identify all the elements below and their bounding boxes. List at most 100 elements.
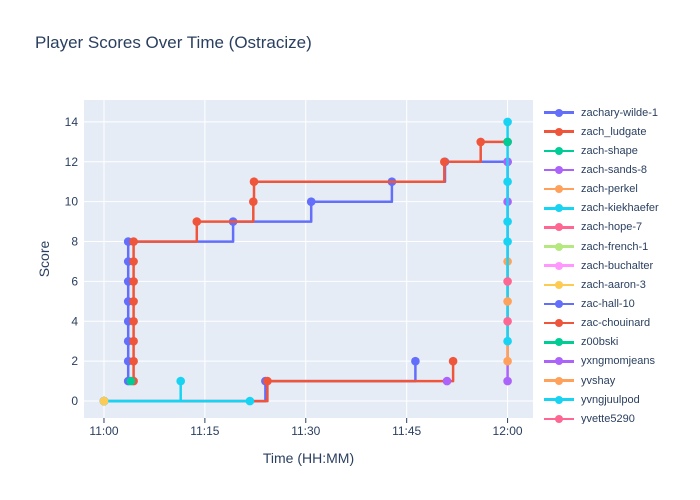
legend-item-zach_ludgate[interactable]: zach_ludgate bbox=[544, 122, 699, 141]
data-point-marker[interactable] bbox=[249, 197, 258, 206]
legend-label: zac-chouinard bbox=[581, 317, 651, 330]
legend-label: yvshay bbox=[581, 374, 616, 387]
data-point-marker[interactable] bbox=[129, 336, 138, 346]
legend-label: zach-perkel bbox=[581, 183, 638, 196]
x-axis-tick-labels: 11:00 11:15 11:30 11:45 12:00 bbox=[89, 424, 523, 438]
y-axis-tick-labels: 0 2 4 6 8 10 12 14 bbox=[65, 115, 79, 408]
legend-dot-icon bbox=[555, 414, 563, 423]
legend-item-zac-chouinard[interactable]: zac-chouinard bbox=[544, 314, 699, 333]
trace-yxngmomjeans[interactable] bbox=[442, 376, 452, 386]
legend-item-yvngjuulpod[interactable]: yvngjuulpod bbox=[544, 390, 699, 409]
legend-item-zach-sands-8[interactable]: zach-sands-8 bbox=[544, 160, 699, 179]
data-point-marker[interactable] bbox=[129, 237, 138, 246]
legend-dot-icon bbox=[555, 299, 563, 308]
x-tick-label: 11:30 bbox=[291, 424, 320, 438]
legend-label: zach-french-1 bbox=[581, 240, 649, 253]
data-point-marker[interactable] bbox=[249, 177, 259, 186]
legend-item-yvshay[interactable]: yvshay bbox=[544, 371, 699, 390]
legend-dot-icon bbox=[555, 376, 563, 385]
trace-yvette5290[interactable] bbox=[503, 317, 512, 326]
legend-line-marker-icon bbox=[544, 146, 574, 155]
legend-label: zach-hope-7 bbox=[581, 221, 643, 234]
legend-label: zac-hall-10 bbox=[581, 297, 635, 310]
legend-label: yvngjuulpod bbox=[581, 393, 640, 406]
legend-line-marker-icon bbox=[544, 185, 574, 194]
data-point-marker[interactable] bbox=[442, 376, 452, 386]
x-tick-marks bbox=[103, 418, 509, 423]
legend-label: z00bski bbox=[581, 336, 619, 349]
data-point-marker[interactable] bbox=[99, 396, 109, 406]
data-point-marker[interactable] bbox=[503, 237, 512, 246]
data-point-marker[interactable] bbox=[245, 396, 255, 406]
trace-zach-shape[interactable] bbox=[126, 376, 136, 386]
legend-line-marker-icon bbox=[544, 204, 574, 213]
data-point-marker[interactable] bbox=[126, 376, 136, 386]
legend-item-zach-perkel[interactable]: zach-perkel bbox=[544, 180, 699, 199]
y-tick-label: 14 bbox=[65, 115, 79, 129]
legend-item-zach-french-1[interactable]: zach-french-1 bbox=[544, 237, 699, 256]
legend-item-z00bski[interactable]: z00bski bbox=[544, 333, 699, 352]
y-tick-label: 2 bbox=[71, 354, 78, 368]
y-tick-label: 12 bbox=[65, 155, 79, 169]
trace-zach-hope-7[interactable] bbox=[503, 277, 512, 286]
data-point-marker[interactable] bbox=[503, 376, 512, 386]
legend-item-yvette5290[interactable]: yvette5290 bbox=[544, 409, 699, 424]
data-point-marker[interactable] bbox=[306, 197, 316, 206]
legend-label: yxngmomjeans bbox=[581, 355, 655, 368]
legend-item-zach-hope-7[interactable]: zach-hope-7 bbox=[544, 218, 699, 237]
trace-zach-aaron-3[interactable] bbox=[99, 396, 109, 406]
legend-item-zach-aaron-3[interactable]: zach-aaron-3 bbox=[544, 275, 699, 294]
legend-line-marker-icon bbox=[544, 319, 574, 328]
data-point-marker[interactable] bbox=[503, 277, 512, 286]
data-point-marker[interactable] bbox=[129, 277, 138, 286]
legend-line-marker-icon bbox=[544, 261, 574, 270]
legend-label: zach-aaron-3 bbox=[581, 278, 646, 291]
chart-title: Player Scores Over Time (Ostracize) bbox=[35, 33, 312, 52]
data-point-marker[interactable] bbox=[176, 376, 185, 386]
data-point-marker[interactable] bbox=[192, 217, 202, 226]
legend-line-marker-icon bbox=[544, 108, 574, 117]
legend-item-yxngmomjeans[interactable]: yxngmomjeans bbox=[544, 352, 699, 371]
data-point-marker[interactable] bbox=[503, 177, 512, 186]
legend-item-zach-kiekhaefer[interactable]: zach-kiekhaefer bbox=[544, 199, 699, 218]
data-point-marker[interactable] bbox=[503, 317, 512, 326]
data-point-marker[interactable] bbox=[503, 297, 512, 306]
legend-item-zachary-wilde-1[interactable]: zachary-wilde-1 bbox=[544, 103, 699, 122]
plot-background bbox=[84, 100, 533, 418]
legend-dot-icon bbox=[555, 338, 563, 347]
data-point-marker[interactable] bbox=[411, 356, 420, 366]
trace-yvshay[interactable] bbox=[503, 297, 512, 306]
y-tick-label: 4 bbox=[71, 314, 78, 328]
legend-dot-icon bbox=[555, 242, 563, 251]
data-point-marker[interactable] bbox=[129, 297, 138, 306]
data-point-marker[interactable] bbox=[129, 317, 138, 326]
x-tick-label: 11:00 bbox=[89, 424, 118, 438]
data-point-marker[interactable] bbox=[503, 217, 512, 226]
data-point-marker[interactable] bbox=[503, 137, 512, 147]
data-point-marker[interactable] bbox=[503, 356, 512, 366]
y-axis-title: Score bbox=[36, 240, 52, 278]
legend-line-marker-icon bbox=[544, 414, 574, 423]
data-point-marker[interactable] bbox=[476, 137, 486, 147]
legend-dot-icon bbox=[555, 204, 563, 213]
data-point-marker[interactable] bbox=[440, 157, 449, 167]
trace-z00bski[interactable] bbox=[503, 137, 512, 147]
legend-line-marker-icon bbox=[544, 127, 574, 136]
y-tick-label: 0 bbox=[71, 394, 78, 408]
legend-item-zach-buchalter[interactable]: zach-buchalter bbox=[544, 256, 699, 275]
data-point-marker[interactable] bbox=[503, 117, 512, 127]
legend-item-zach-shape[interactable]: zach-shape bbox=[544, 141, 699, 160]
legend-label: zach-sands-8 bbox=[581, 163, 648, 176]
x-tick-label: 11:45 bbox=[392, 424, 421, 438]
legend-item-zac-hall-10[interactable]: zac-hall-10 bbox=[544, 294, 699, 313]
data-point-marker[interactable] bbox=[129, 257, 138, 266]
legend-dot-icon bbox=[555, 395, 563, 404]
data-point-marker[interactable] bbox=[448, 356, 458, 366]
data-point-marker[interactable] bbox=[129, 356, 138, 366]
legend-dot-icon bbox=[555, 146, 563, 155]
data-point-marker[interactable] bbox=[503, 336, 512, 346]
gridlines bbox=[84, 100, 533, 418]
data-point-marker[interactable] bbox=[263, 376, 272, 386]
legend-dot-icon bbox=[555, 319, 563, 328]
